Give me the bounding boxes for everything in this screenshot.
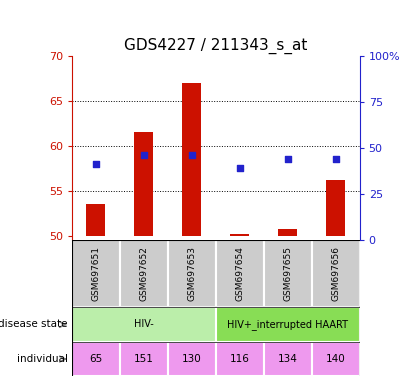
Text: GSM697651: GSM697651 [91,246,100,301]
Point [92,161,99,167]
Text: GSM697654: GSM697654 [235,246,244,301]
Text: individual: individual [17,354,68,364]
Point [189,152,195,158]
Text: GSM697653: GSM697653 [187,246,196,301]
Title: GDS4227 / 211343_s_at: GDS4227 / 211343_s_at [124,38,307,54]
Text: 116: 116 [230,354,250,364]
Bar [216,307,360,342]
Bar [312,342,360,376]
Text: 151: 151 [134,354,154,364]
Bar [86,204,106,235]
Text: 130: 130 [182,354,202,364]
Text: GSM697652: GSM697652 [139,246,148,301]
Bar [312,240,360,307]
Bar [216,240,264,307]
Text: HIV-: HIV- [134,319,154,329]
Point [141,152,147,158]
Bar [278,229,297,235]
Bar [168,342,216,376]
Point [332,156,339,162]
Bar [72,342,120,376]
Bar [326,180,345,235]
Text: GSM697655: GSM697655 [283,246,292,301]
Bar [216,342,264,376]
Bar [182,83,201,235]
Bar [72,240,120,307]
Bar [230,234,249,235]
Bar [72,307,216,342]
Bar [264,240,312,307]
Bar [120,342,168,376]
Text: 134: 134 [278,354,298,364]
Bar [120,240,168,307]
Text: disease state: disease state [0,319,68,329]
Bar [168,240,216,307]
Text: HIV+_interrupted HAART: HIV+_interrupted HAART [227,319,348,330]
Point [284,156,291,162]
Bar [134,132,153,235]
Point [236,165,243,171]
Text: GSM697656: GSM697656 [331,246,340,301]
Bar [264,342,312,376]
Text: 65: 65 [89,354,102,364]
Text: 140: 140 [326,354,346,364]
